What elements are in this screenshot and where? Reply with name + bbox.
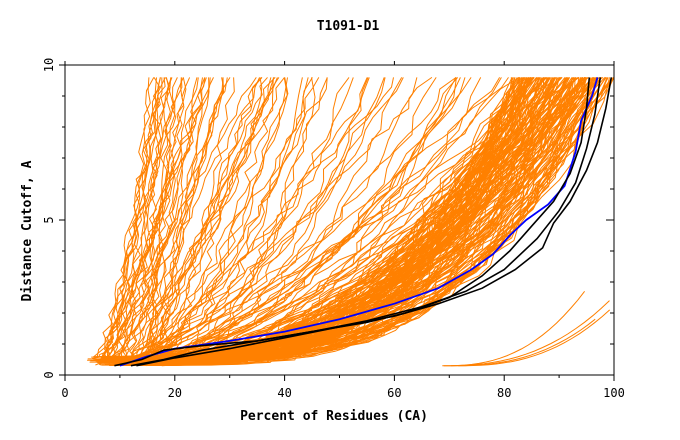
model-curve xyxy=(125,76,520,365)
model-curve xyxy=(116,77,171,365)
model-curve xyxy=(116,76,433,366)
model-curve xyxy=(139,77,225,360)
model-curve xyxy=(142,77,482,365)
model-curve xyxy=(124,77,174,362)
model-curve xyxy=(151,76,580,357)
model-curve xyxy=(112,77,550,366)
model-curve xyxy=(161,77,569,367)
model-curve xyxy=(139,77,210,359)
model-curve xyxy=(149,77,288,366)
x-tick-label: 0 xyxy=(61,386,68,400)
model-curve xyxy=(140,77,185,365)
y-axis-title: Distance Cutoff, A xyxy=(20,160,35,301)
model-curve xyxy=(131,77,320,361)
model-curve xyxy=(146,76,457,367)
model-curve xyxy=(167,77,263,359)
series-line-0 xyxy=(119,77,599,367)
model-curve xyxy=(136,77,157,364)
x-tick-label: 80 xyxy=(497,386,511,400)
model-curve xyxy=(156,76,604,361)
model-curve xyxy=(112,77,509,361)
x-tick-label: 20 xyxy=(168,386,182,400)
model-curve xyxy=(110,77,274,362)
model-curve xyxy=(123,77,155,365)
model-curve xyxy=(122,77,184,359)
model-curve xyxy=(104,77,161,357)
x-tick-label: 40 xyxy=(277,386,291,400)
model-curve xyxy=(126,77,224,360)
model-curve xyxy=(103,77,260,360)
model-curve xyxy=(161,77,532,366)
highlight-curves xyxy=(114,77,613,367)
model-curve xyxy=(145,77,276,362)
model-curve xyxy=(103,77,151,361)
x-tick-label: 100 xyxy=(603,386,625,400)
y-tick-label: 0 xyxy=(42,371,56,378)
series-line-2 xyxy=(130,77,602,367)
model-curve xyxy=(120,77,207,361)
model-curve xyxy=(136,77,418,359)
model-curve xyxy=(149,77,278,359)
model-curve xyxy=(112,77,587,365)
model-curve xyxy=(147,77,263,362)
chart-title: T1091-D1 xyxy=(317,19,380,34)
axis-ticks: 0 20 40 60 80 100 0 5 10 xyxy=(42,58,625,400)
model-curve xyxy=(136,77,459,359)
model-curve xyxy=(117,77,501,366)
model-curve xyxy=(118,77,191,358)
model-curve xyxy=(99,77,166,363)
model-curve xyxy=(155,77,598,362)
model-curve xyxy=(100,77,163,362)
model-curve xyxy=(95,77,280,366)
model-curve xyxy=(443,290,585,367)
model-curve xyxy=(105,77,404,362)
y-tick-label: 10 xyxy=(42,58,56,72)
model-curve xyxy=(99,77,161,366)
y-tick-label: 5 xyxy=(42,216,56,223)
model-curve xyxy=(458,309,611,367)
model-curve xyxy=(112,77,206,357)
x-tick-label: 60 xyxy=(387,386,401,400)
x-axis-title: Percent of Residues (CA) xyxy=(240,409,428,424)
model-curve xyxy=(108,77,214,365)
series-line-3 xyxy=(136,77,613,367)
model-curve xyxy=(121,77,386,360)
model-curve xyxy=(442,300,610,367)
model-curve xyxy=(131,77,285,358)
model-curve xyxy=(132,77,461,359)
model-curve xyxy=(135,77,328,367)
model-curve xyxy=(106,77,199,358)
model-curve xyxy=(146,77,161,365)
model-curve xyxy=(127,77,394,360)
model-curve xyxy=(152,77,586,366)
